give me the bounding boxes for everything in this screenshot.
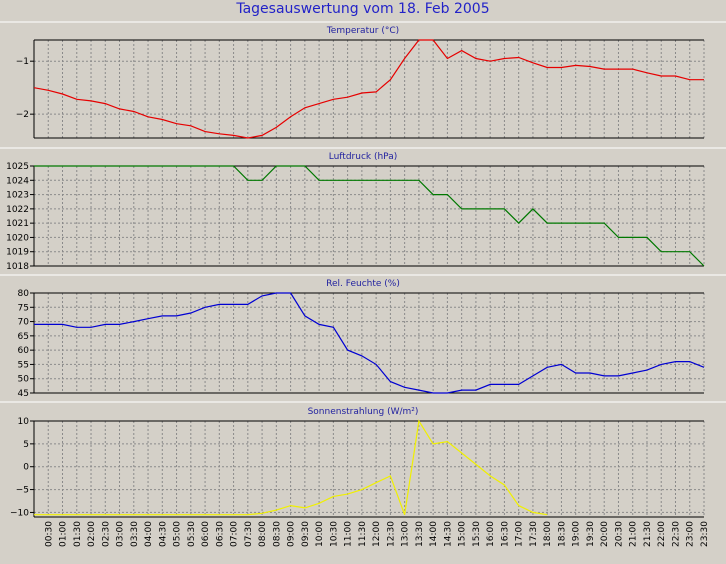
plot-area-3 (34, 421, 704, 517)
page-title: Tagesauswertung vom 18. Feb 2005 (236, 1, 490, 17)
x-tick-label: 16:00 (486, 521, 496, 547)
x-tick-label: 10:30 (329, 521, 339, 547)
x-tick-label: 06:30 (215, 521, 225, 547)
y-tick-label: 1023 (6, 191, 29, 201)
y-tick-label: 45 (18, 389, 29, 399)
y-tick-label: 65 (18, 332, 29, 342)
x-tick-label: 19:00 (572, 521, 582, 547)
x-tick-label: 12:30 (386, 521, 396, 547)
x-tick-label: 18:00 (543, 521, 553, 547)
y-tick-label: −1 (16, 57, 29, 67)
x-tick-label: 15:00 (458, 521, 468, 547)
y-tick-label: 1021 (6, 219, 29, 229)
panel-title-3: Sonnenstrahlung (W/m²) (308, 407, 419, 417)
x-tick-label: 02:00 (87, 521, 97, 547)
plot-area-0 (34, 40, 704, 138)
x-tick-label: 08:00 (258, 521, 268, 547)
x-tick-label: 09:30 (301, 521, 311, 547)
x-tick-label: 09:00 (287, 521, 297, 547)
x-tick-label: 14:30 (443, 521, 453, 547)
x-tick-label: 17:00 (515, 521, 525, 547)
y-tick-label: 55 (18, 360, 29, 370)
y-tick-label: 0 (23, 463, 29, 473)
panel-title-1: Luftdruck (hPa) (329, 152, 398, 162)
x-tick-label: 11:00 (344, 521, 354, 547)
x-tick-label: 03:30 (130, 521, 140, 547)
y-tick-label: −5 (16, 486, 29, 496)
x-tick-label: 19:30 (586, 521, 596, 547)
x-tick-label: 12:00 (372, 521, 382, 547)
series-line-3-0 (34, 419, 548, 516)
x-tick-label: 04:00 (144, 521, 154, 547)
y-tick-label: 1024 (6, 176, 29, 186)
y-tick-label: 1022 (6, 205, 29, 215)
y-tick-label: 70 (18, 318, 30, 328)
y-tick-label: 80 (18, 289, 30, 299)
x-tick-label: 03:00 (116, 521, 126, 547)
y-tick-label: 60 (18, 346, 30, 356)
x-tick-label: 23:30 (700, 521, 710, 547)
x-tick-label: 22:30 (671, 521, 681, 547)
x-tick-label: 13:30 (415, 521, 425, 547)
x-tick-label: 05:30 (187, 521, 197, 547)
x-tick-label: 11:30 (358, 521, 368, 547)
y-tick-label: 5 (23, 440, 29, 450)
x-tick-label: 01:00 (59, 521, 69, 547)
x-tick-label: 21:00 (629, 521, 639, 547)
y-tick-label: 1018 (6, 262, 29, 272)
x-tick-label: 04:30 (158, 521, 168, 547)
x-tick-label: 14:00 (429, 521, 439, 547)
panel-title-2: Rel. Feuchte (%) (326, 279, 400, 289)
x-tick-label: 20:30 (614, 521, 624, 547)
x-tick-label: 10:00 (315, 521, 325, 547)
x-tick-label: 18:30 (557, 521, 567, 547)
x-tick-label: 22:00 (657, 521, 667, 547)
y-tick-label: 10 (18, 417, 30, 427)
y-tick-label: 1019 (6, 248, 29, 258)
x-tick-label: 01:30 (73, 521, 83, 547)
y-tick-label: 50 (18, 375, 30, 385)
y-tick-label: 75 (18, 303, 29, 313)
x-tick-label: 23:00 (686, 521, 696, 547)
series-line-0-0 (33, 39, 704, 139)
x-tick-label: 07:00 (230, 521, 240, 547)
x-tick-label: 13:00 (401, 521, 411, 547)
x-tick-label: 00:30 (44, 521, 54, 547)
x-tick-label: 15:30 (472, 521, 482, 547)
y-tick-label: 1025 (6, 162, 29, 172)
y-tick-label: −10 (10, 508, 29, 518)
panel-title-0: Temperatur (°C) (326, 26, 399, 36)
x-tick-label: 05:00 (173, 521, 183, 547)
x-tick-label: 02:30 (101, 521, 111, 547)
y-tick-label: −2 (16, 110, 29, 120)
x-tick-label: 17:30 (529, 521, 539, 547)
plot-area-2 (34, 293, 704, 393)
y-tick-label: 1020 (6, 233, 29, 243)
x-tick-label: 08:30 (272, 521, 282, 547)
x-tick-label: 16:30 (500, 521, 510, 547)
x-tick-label: 07:30 (244, 521, 254, 547)
plot-area-1 (34, 166, 704, 266)
x-tick-label: 21:30 (643, 521, 653, 547)
series-line-2-0 (34, 292, 705, 394)
x-tick-label: 20:00 (600, 521, 610, 547)
series-line-1-0 (34, 165, 705, 267)
x-tick-label: 06:00 (201, 521, 211, 547)
